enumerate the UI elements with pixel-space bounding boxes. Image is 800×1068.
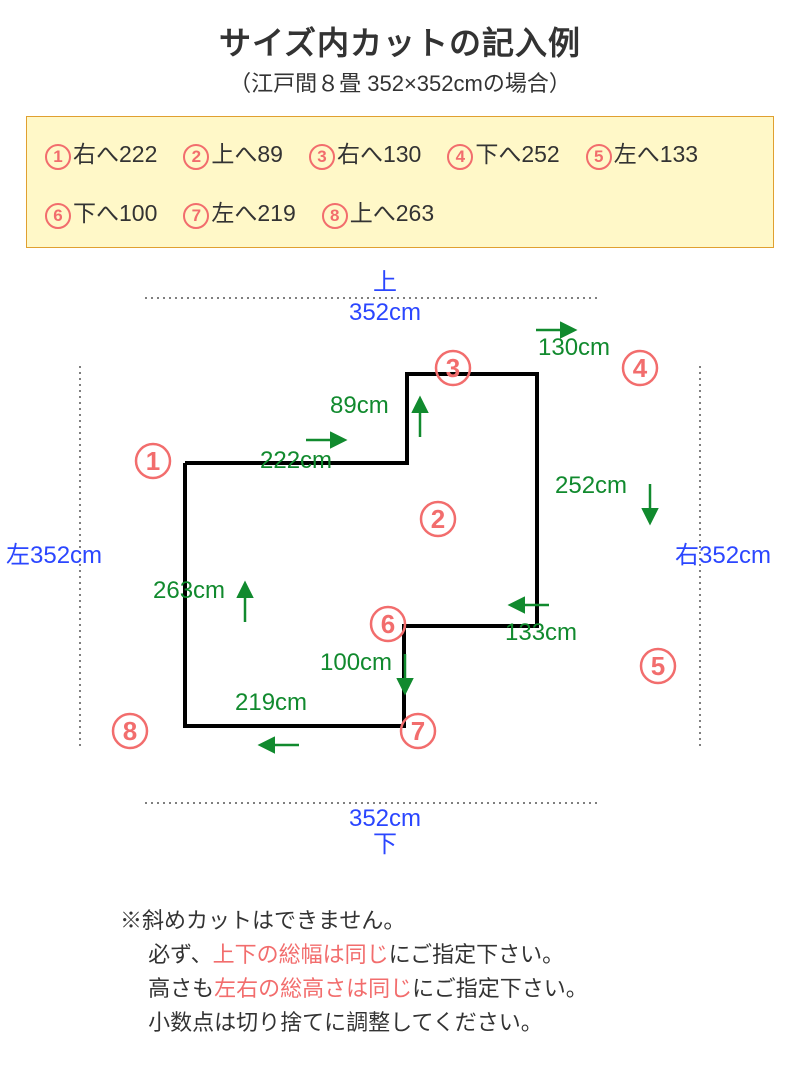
svg-text:219cm: 219cm (235, 689, 307, 716)
svg-text:8: 8 (123, 716, 137, 746)
step-text: 左へ219 (211, 194, 295, 228)
note-3a: 高さも (120, 976, 214, 1001)
step-number-icon: 8 (322, 203, 348, 229)
instruction-item: 7左へ219 (183, 194, 295, 229)
instruction-box: 1右へ222 2上へ89 3右へ130 4下へ252 5左へ133 6下へ100 7左へ21… (26, 116, 774, 248)
step-text: 右へ130 (337, 135, 421, 169)
svg-text:130cm: 130cm (538, 334, 610, 361)
svg-text:1: 1 (146, 446, 160, 476)
svg-text:下: 下 (373, 831, 397, 858)
svg-text:89cm: 89cm (330, 392, 389, 419)
svg-text:左352cm: 左352cm (6, 542, 102, 569)
cut-diagram: 上352cm352cm下左352cm右352cm222cm89cm130cm25… (0, 258, 800, 898)
svg-text:4: 4 (633, 353, 648, 383)
instruction-item: 2上へ89 (183, 135, 283, 170)
step-number-icon: 6 (45, 203, 71, 229)
svg-text:100cm: 100cm (320, 649, 392, 676)
svg-text:3: 3 (446, 353, 460, 383)
svg-text:222cm: 222cm (260, 447, 332, 474)
step-number-icon: 4 (447, 144, 473, 170)
svg-text:263cm: 263cm (153, 577, 225, 604)
note-line-2: 必ず、上下の総幅は同じにご指定下さい。 (120, 938, 800, 972)
note-line-3: 高さも左右の総高さは同じにご指定下さい。 (120, 972, 800, 1006)
page: サイズ内カットの記入例 （江戸間８畳 352×352cmの場合） 1右へ2222… (0, 18, 800, 1040)
note-2c: にご指定下さい。 (389, 942, 565, 967)
step-number-icon: 7 (183, 203, 209, 229)
notes-block: ※斜めカットはできません。 必ず、上下の総幅は同じにご指定下さい。 高さも左右の… (120, 904, 800, 1040)
svg-text:右352cm: 右352cm (675, 542, 771, 569)
step-text: 左へ133 (614, 135, 698, 169)
step-text: 上へ89 (211, 135, 283, 169)
step-text: 右へ222 (73, 135, 157, 169)
svg-text:133cm: 133cm (505, 619, 577, 646)
instruction-item: 5左へ133 (586, 135, 698, 170)
svg-text:252cm: 252cm (555, 472, 627, 499)
step-number-icon: 1 (45, 144, 71, 170)
svg-text:352cm: 352cm (349, 805, 421, 832)
svg-text:上: 上 (373, 269, 397, 296)
instruction-item: 8上へ263 (322, 194, 434, 229)
step-text: 下へ252 (475, 135, 559, 169)
instruction-item: 4下へ252 (447, 135, 559, 170)
note-line-1: ※斜めカットはできません。 (120, 904, 800, 938)
step-text: 上へ263 (350, 194, 434, 228)
note-2b: 上下の総幅は同じ (213, 942, 389, 967)
note-line-4: 小数点は切り捨てに調整してください。 (120, 1006, 800, 1040)
step-number-icon: 3 (309, 144, 335, 170)
instruction-item: 6下へ100 (45, 194, 157, 229)
page-title: サイズ内カットの記入例 (0, 18, 800, 64)
diagram-svg: 上352cm352cm下左352cm右352cm222cm89cm130cm25… (0, 258, 800, 898)
svg-text:352cm: 352cm (349, 299, 421, 326)
note-3c: にご指定下さい。 (412, 976, 588, 1001)
page-subtitle: （江戸間８畳 352×352cmの場合） (0, 66, 800, 98)
svg-text:7: 7 (411, 716, 425, 746)
step-text: 下へ100 (73, 194, 157, 228)
svg-text:2: 2 (431, 504, 445, 534)
step-number-icon: 2 (183, 144, 209, 170)
instruction-item: 1右へ222 (45, 135, 157, 170)
instruction-item: 3右へ130 (309, 135, 421, 170)
note-3b: 左右の総高さは同じ (214, 976, 412, 1001)
step-number-icon: 5 (586, 144, 612, 170)
note-2a: 必ず、 (120, 942, 213, 967)
svg-text:5: 5 (651, 651, 665, 681)
svg-text:6: 6 (381, 609, 395, 639)
